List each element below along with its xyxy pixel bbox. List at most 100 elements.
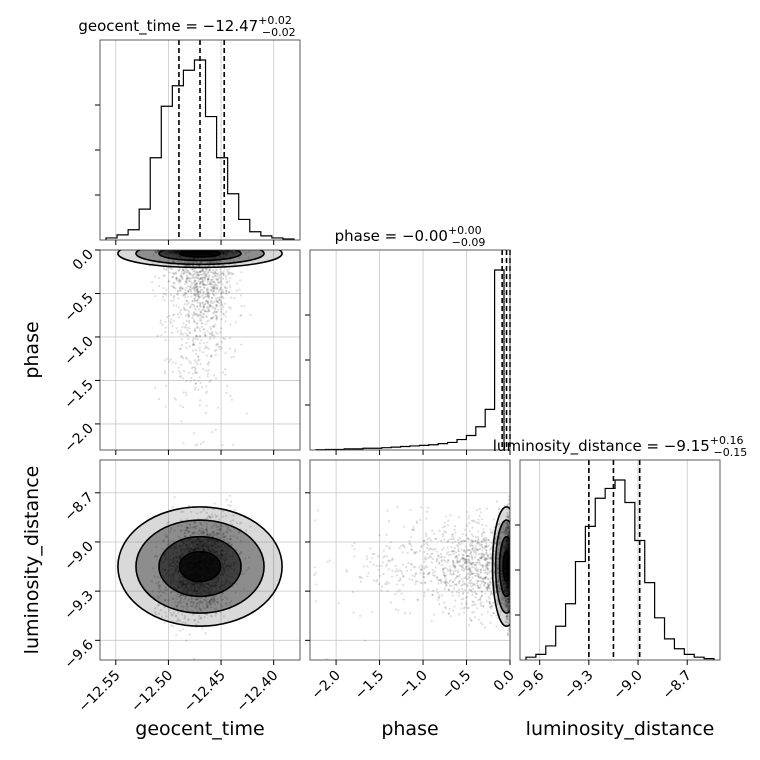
sample-point	[188, 279, 192, 282]
sample-point	[208, 332, 211, 335]
sample-point	[205, 391, 208, 395]
sample-point	[220, 291, 223, 295]
sample-point	[154, 386, 157, 389]
sample-point	[218, 298, 221, 302]
sample-point	[445, 515, 448, 518]
sample-point	[431, 529, 434, 532]
sample-point	[201, 278, 204, 281]
sample-point	[209, 332, 212, 335]
sample-point	[170, 318, 173, 321]
sample-point	[196, 363, 199, 366]
sample-point	[229, 286, 232, 289]
sample-point	[242, 250, 245, 252]
sample-point	[225, 286, 229, 290]
sample-point	[507, 597, 510, 600]
sample-point	[193, 299, 196, 302]
sample-point	[240, 314, 243, 317]
sample-point	[198, 342, 202, 345]
sample-point	[216, 600, 219, 603]
sample-point	[477, 580, 480, 583]
sample-point	[179, 593, 183, 597]
sample-point	[244, 252, 247, 256]
sample-point	[218, 274, 221, 277]
sample-point	[480, 557, 483, 560]
sample-point	[210, 526, 213, 529]
sample-point	[191, 344, 195, 347]
sample-point	[180, 420, 183, 423]
sample-point	[208, 515, 212, 518]
sample-point	[202, 598, 205, 601]
sample-point	[455, 555, 458, 558]
sample-point	[206, 362, 210, 365]
sample-point	[190, 604, 193, 607]
sample-point	[180, 355, 183, 358]
sample-point	[192, 603, 195, 606]
sample-point	[233, 297, 236, 300]
sample-point	[170, 331, 173, 334]
sample-point	[193, 379, 196, 382]
sample-point	[198, 599, 201, 602]
sample-point	[200, 532, 203, 535]
sample-point	[207, 275, 211, 278]
sample-point	[187, 260, 190, 263]
sample-point	[214, 271, 217, 274]
sample-point	[214, 314, 217, 317]
sample-point	[199, 334, 202, 337]
sample-point	[230, 398, 234, 401]
sample-point	[210, 300, 214, 303]
sample-point	[496, 617, 499, 620]
sample-point	[206, 292, 209, 295]
sample-point	[212, 284, 215, 287]
sample-point	[194, 521, 197, 525]
sample-point	[217, 525, 220, 528]
sample-point	[185, 319, 188, 322]
sample-point	[225, 597, 229, 600]
sample-point	[478, 563, 481, 566]
sample-point	[213, 311, 216, 314]
sample-point	[197, 277, 200, 281]
sample-point	[207, 310, 210, 313]
sample-point	[210, 278, 213, 282]
sample-point	[505, 602, 509, 605]
sample-point	[453, 525, 457, 528]
sample-point	[198, 292, 201, 295]
sample-point	[183, 529, 187, 532]
sample-point	[211, 598, 214, 601]
sample-point	[204, 292, 207, 296]
sample-point	[430, 620, 433, 623]
sample-point	[213, 502, 216, 505]
sample-point	[200, 280, 203, 284]
sample-point	[194, 284, 197, 287]
sample-point	[196, 313, 199, 316]
sample-point	[215, 299, 219, 303]
sample-point	[225, 289, 228, 293]
sample-point	[228, 538, 231, 541]
sample-point	[477, 574, 480, 577]
sample-point	[198, 376, 201, 379]
sample-point	[180, 510, 183, 514]
sample-point	[218, 288, 221, 291]
sample-point	[157, 276, 161, 280]
sample-point	[222, 274, 225, 277]
sample-point	[225, 310, 228, 313]
sample-point	[209, 299, 212, 302]
sample-point	[185, 278, 189, 281]
sample-point	[220, 295, 223, 299]
sample-point	[480, 590, 483, 593]
sample-point	[192, 343, 195, 346]
x-tick-label: −9.0	[611, 668, 646, 703]
sample-point	[198, 404, 201, 407]
sample-point	[193, 618, 197, 621]
sample-point	[177, 601, 180, 604]
sample-point	[197, 314, 200, 317]
sample-point	[173, 281, 176, 284]
sample-point	[167, 360, 171, 363]
sample-point	[195, 264, 198, 267]
sample-point	[229, 323, 232, 326]
y-tick-label: −2.0	[61, 420, 96, 455]
sample-point	[210, 334, 213, 337]
sample-point	[200, 276, 203, 279]
sample-point	[478, 544, 482, 547]
sample-point	[208, 304, 211, 307]
sample-point	[175, 614, 178, 618]
